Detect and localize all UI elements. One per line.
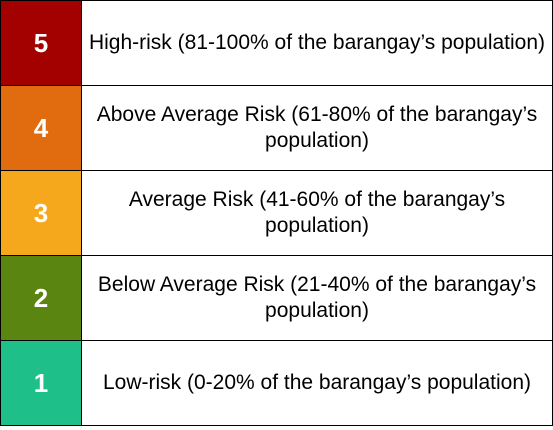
- risk-level-5-description: High-risk (81-100% of the barangay’s pop…: [81, 0, 553, 86]
- risk-row-1: 1 Low-risk (0-20% of the barangay’s popu…: [0, 340, 553, 426]
- risk-level-4-badge: 4: [0, 85, 82, 171]
- risk-row-4: 4 Above Average Risk (61-80% of the bara…: [0, 85, 553, 171]
- risk-level-2-description: Below Average Risk (21-40% of the barang…: [81, 255, 553, 341]
- risk-level-4-description: Above Average Risk (61-80% of the barang…: [81, 85, 553, 171]
- risk-level-3-description: Average Risk (41-60% of the barangay’s p…: [81, 170, 553, 256]
- risk-level-5-badge: 5: [0, 0, 82, 86]
- risk-row-2: 2 Below Average Risk (21-40% of the bara…: [0, 255, 553, 341]
- risk-level-1-description: Low-risk (0-20% of the barangay’s popula…: [81, 340, 553, 426]
- risk-row-3: 3 Average Risk (41-60% of the barangay’s…: [0, 170, 553, 256]
- risk-level-2-badge: 2: [0, 255, 82, 341]
- risk-row-5: 5 High-risk (81-100% of the barangay’s p…: [0, 0, 553, 86]
- risk-level-1-badge: 1: [0, 340, 82, 426]
- risk-level-3-badge: 3: [0, 170, 82, 256]
